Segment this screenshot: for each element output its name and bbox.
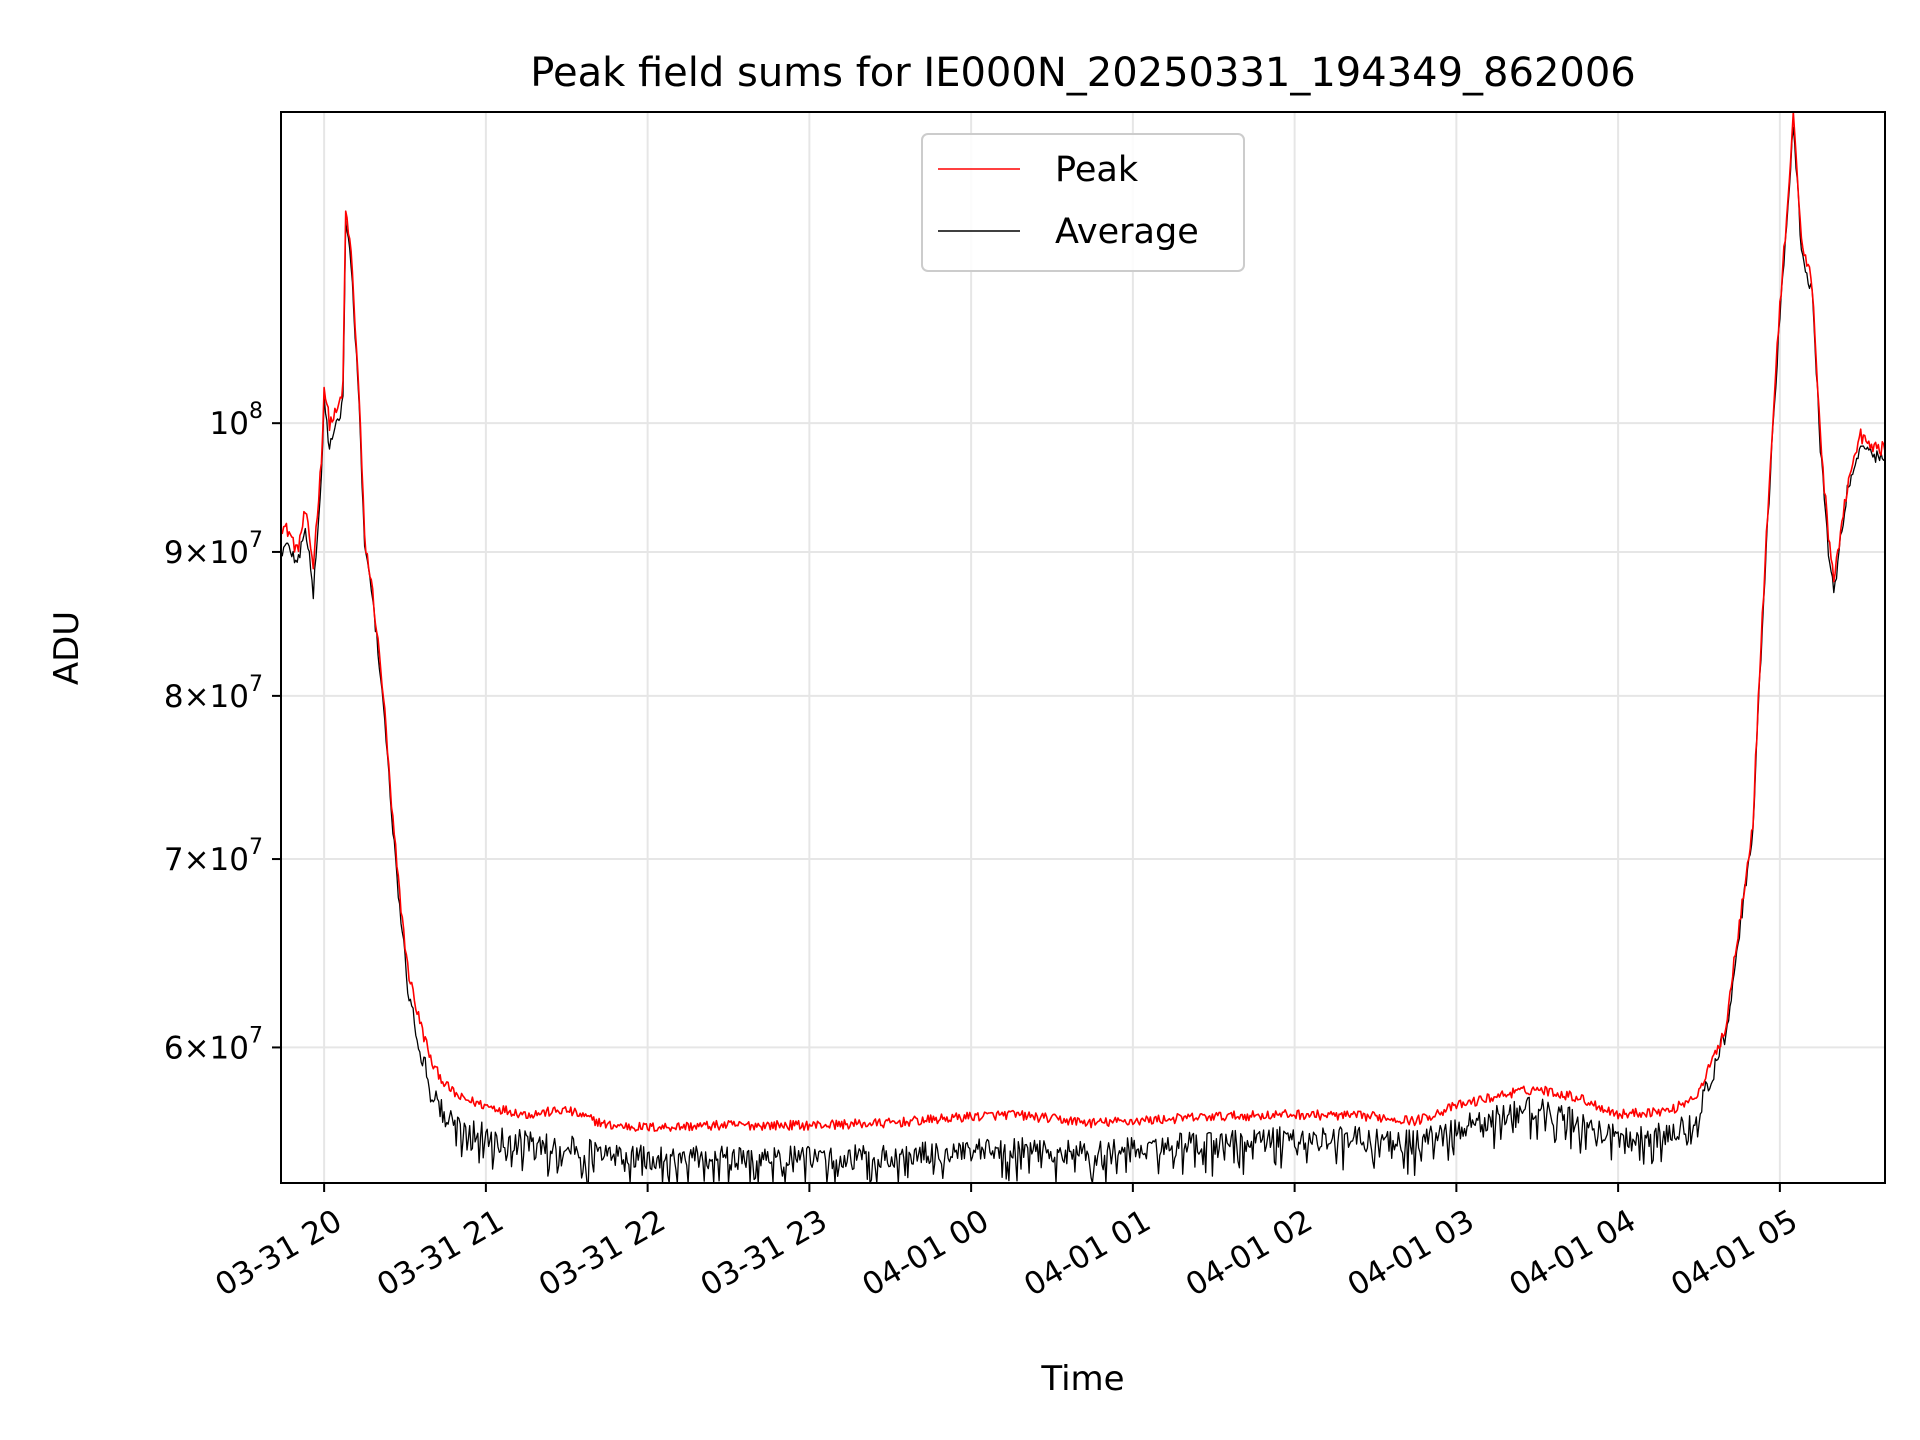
y-axis: 6×107 7×107 8×107 9×107 108 — [164, 399, 281, 1066]
x-tick-label: 04-01 02 — [1180, 1203, 1319, 1304]
x-tick-label: 03-31 23 — [695, 1203, 834, 1304]
y-axis-label: ADU — [47, 611, 87, 685]
legend: Peak Average — [921, 133, 1245, 272]
x-tick-label: 04-01 03 — [1342, 1203, 1481, 1304]
grid — [281, 112, 1885, 1183]
legend-label-average: Average — [1055, 212, 1199, 252]
x-tick-label: 04-01 00 — [856, 1203, 995, 1304]
x-tick-label: 03-31 22 — [533, 1203, 672, 1304]
x-tick-label: 04-01 04 — [1503, 1203, 1642, 1304]
series-line-peak — [280, 111, 1886, 1132]
x-tick-label: 03-31 21 — [371, 1203, 510, 1304]
legend-label-peak: Peak — [1055, 150, 1139, 190]
series-line-average — [280, 126, 1886, 1184]
y-tick-label: 8×107 — [164, 672, 263, 715]
x-axis: 03-31 20 03-31 21 03-31 22 03-31 23 04-01 00… — [209, 1183, 1804, 1304]
x-tick-label: 04-01 01 — [1018, 1203, 1157, 1304]
x-axis-label: Time — [1040, 1359, 1124, 1399]
y-tick-label: 7×107 — [164, 835, 263, 878]
x-tick-label: 04-01 05 — [1665, 1203, 1804, 1304]
plot-frame — [280, 111, 1886, 1184]
y-tick-label: 108 — [210, 399, 263, 442]
y-tick-label: 6×107 — [164, 1023, 263, 1066]
y-tick-label: 9×107 — [164, 528, 263, 571]
x-tick-label: 03-31 20 — [209, 1203, 348, 1304]
chart-title: Peak field sums for IE000N_20250331_1943… — [530, 50, 1635, 96]
series-layer — [280, 111, 1886, 1184]
